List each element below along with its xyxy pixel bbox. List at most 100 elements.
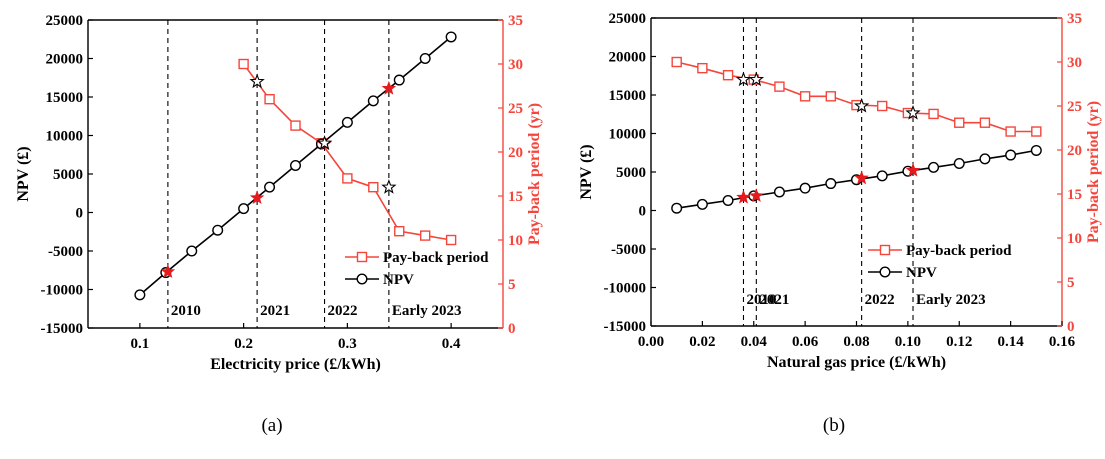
y-tick-label: 0 <box>639 204 647 220</box>
payback-point <box>799 91 811 102</box>
event-label: Early 2023 <box>392 303 462 319</box>
panel-caption: (b) <box>823 415 845 436</box>
chart-b: 0.00 0.02 0.04 0.06 0.08 0.10 0.12 0.14 0.16 -150… <box>578 11 1102 436</box>
y-tick-label: 20000 <box>46 52 84 68</box>
payback-point <box>342 173 353 184</box>
x-tick-label: 0.4 <box>442 336 461 352</box>
npv-point <box>393 74 405 86</box>
x-tick-label: 0.1 <box>131 336 150 352</box>
legend-marker-npv <box>879 266 891 278</box>
legend-label-payback: Pay-back period <box>906 243 1012 259</box>
event-label: 2010 <box>171 303 201 319</box>
event-star-open <box>748 71 764 87</box>
y2-tick-label: 25 <box>1067 99 1082 115</box>
event-label: 2022 <box>865 292 895 308</box>
npv-point <box>238 203 250 215</box>
npv-point <box>722 194 734 206</box>
y2-tick-label: 20 <box>1067 143 1082 159</box>
event-star-filled <box>160 264 176 278</box>
npv-point <box>264 181 276 193</box>
npv-point <box>953 158 965 170</box>
x-tick-label: 0.08 <box>843 334 869 350</box>
y-tick-label: 20000 <box>609 50 647 66</box>
y-tick-label: 5000 <box>616 165 646 181</box>
npv-point <box>419 53 431 65</box>
y2-axis-label: Pay-back period (yr) <box>1085 101 1102 243</box>
y2-tick-label: 35 <box>1067 11 1082 27</box>
y2-tick-label: 35 <box>508 13 523 29</box>
npv-point <box>773 186 785 198</box>
npv-point <box>290 160 302 172</box>
npv-point <box>1030 144 1042 156</box>
event-star-filled <box>749 188 764 203</box>
event-star-filled <box>905 162 921 177</box>
y2-tick-label: 30 <box>508 57 523 73</box>
y-tick-label: -15000 <box>604 319 647 335</box>
npv-point <box>445 31 457 43</box>
y2-tick-label: 10 <box>1067 231 1082 247</box>
chart-a: 0.1 0.2 0.3 0.4 -15000 -10000 -5000 0 5000 10000 1… <box>15 13 543 436</box>
npv-point <box>799 182 811 194</box>
npv-point <box>1005 149 1017 161</box>
payback-point <box>238 58 249 70</box>
event-label: 2021 <box>759 292 789 308</box>
legend-marker-payback <box>879 244 891 256</box>
payback-point <box>368 181 379 193</box>
legend-label-npv: NPV <box>906 265 937 281</box>
x-tick-label: 0.12 <box>946 334 972 350</box>
npv-point <box>876 170 888 182</box>
event-star-open <box>853 97 870 113</box>
payback-point <box>290 120 301 131</box>
payback-point <box>928 108 939 120</box>
payback-point <box>264 93 275 105</box>
legend-label-payback: Pay-back period <box>383 250 489 266</box>
event-label: Early 2023 <box>916 292 986 308</box>
payback-point <box>979 117 991 128</box>
payback-point <box>954 117 965 128</box>
payback-point <box>1031 126 1042 137</box>
y2-tick-label: 20 <box>508 145 523 161</box>
event-star-open <box>316 135 333 150</box>
x-axis-label: Natural gas price (£/kWh) <box>767 354 946 371</box>
npv-point <box>134 289 146 301</box>
x-tick-label: 0.06 <box>792 334 819 350</box>
event-label: 2021 <box>260 303 290 319</box>
y-axis-label: NPV (£) <box>578 144 595 199</box>
event-star-filled <box>381 80 397 95</box>
y-tick-label: 10000 <box>609 127 647 143</box>
y-tick-label: 15000 <box>46 90 84 106</box>
y-tick-label: -10000 <box>41 283 84 299</box>
y2-tick-label: 25 <box>508 101 523 117</box>
x-tick-label: 0.16 <box>1049 334 1076 350</box>
y2-tick-label: 0 <box>1067 319 1075 335</box>
payback-point <box>876 100 888 112</box>
legend-label-npv: NPV <box>383 272 414 288</box>
npv-point <box>367 95 379 107</box>
npv-point <box>979 153 991 165</box>
y-axis-label: NPV (£) <box>15 146 32 201</box>
y2-tick-label: 5 <box>508 277 516 293</box>
payback-point <box>445 234 457 246</box>
event-label: 2010 <box>746 292 776 308</box>
y2-tick-label: 5 <box>1067 275 1075 291</box>
legend-marker-payback <box>356 251 368 263</box>
payback-point <box>825 91 837 102</box>
event-star-open <box>381 179 397 194</box>
y2-tick-label: 30 <box>1067 55 1082 71</box>
y-tick-label: -10000 <box>604 281 647 297</box>
y-tick-label: -15000 <box>41 321 84 337</box>
y-tick-label: 25000 <box>609 11 647 27</box>
y2-tick-label: 15 <box>508 189 523 205</box>
y2-axis-label: Pay-back period (yr) <box>526 103 543 245</box>
y-tick-label: -5000 <box>48 244 83 260</box>
series-line-payback <box>242 63 452 241</box>
npv-point <box>341 116 353 128</box>
event-label: 2022 <box>328 303 358 319</box>
panel-caption: (a) <box>261 415 282 436</box>
y-tick-label: -5000 <box>611 242 646 258</box>
x-tick-label: 0.00 <box>638 334 664 350</box>
npv-point <box>928 161 940 173</box>
y-tick-label: 25000 <box>46 13 84 29</box>
payback-point <box>671 56 682 68</box>
